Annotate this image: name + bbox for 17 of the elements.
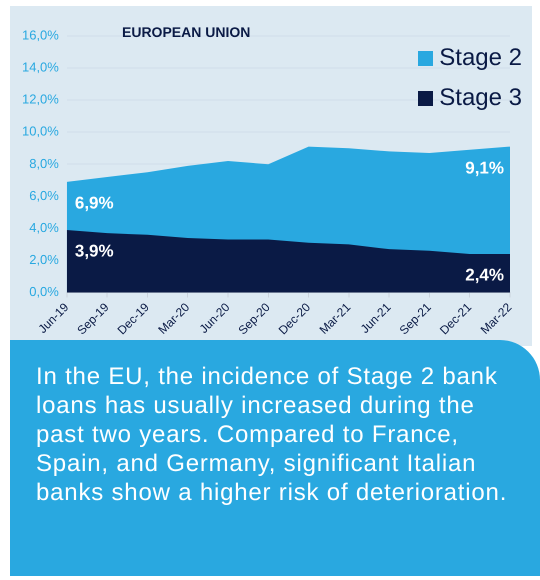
data-label: 3,9% <box>74 242 114 261</box>
legend-label: Stage 3 <box>439 84 522 112</box>
y-tick-label: 12,0% <box>22 92 60 107</box>
y-tick-label: 0,0% <box>29 284 60 300</box>
y-tick-label: 14,0% <box>22 60 60 75</box>
text: In the EU, the incidence of Stage 2 bank loans has usually increased during the past two years. Compared to France, Spain, and Germany, significant Italian banks show a higher risk of deterioration. <box>36 362 508 507</box>
data-label: 9,1% <box>465 158 504 178</box>
y-tick-label: 6,0% <box>29 188 60 203</box>
y-tick-label: 10,0% <box>22 124 60 139</box>
y-tick-label: 4,0% <box>29 220 60 235</box>
legend-label: Stage 2 <box>439 44 522 72</box>
data-label: 2,4% <box>465 266 504 285</box>
y-tick-label: 2,0% <box>29 252 60 267</box>
y-tick-label: 8,0% <box>29 156 60 171</box>
data-label: 6,9% <box>74 194 114 213</box>
y-tick-label: 16,0% <box>22 28 60 43</box>
chart-title: EUROPEAN UNION <box>122 24 250 40</box>
